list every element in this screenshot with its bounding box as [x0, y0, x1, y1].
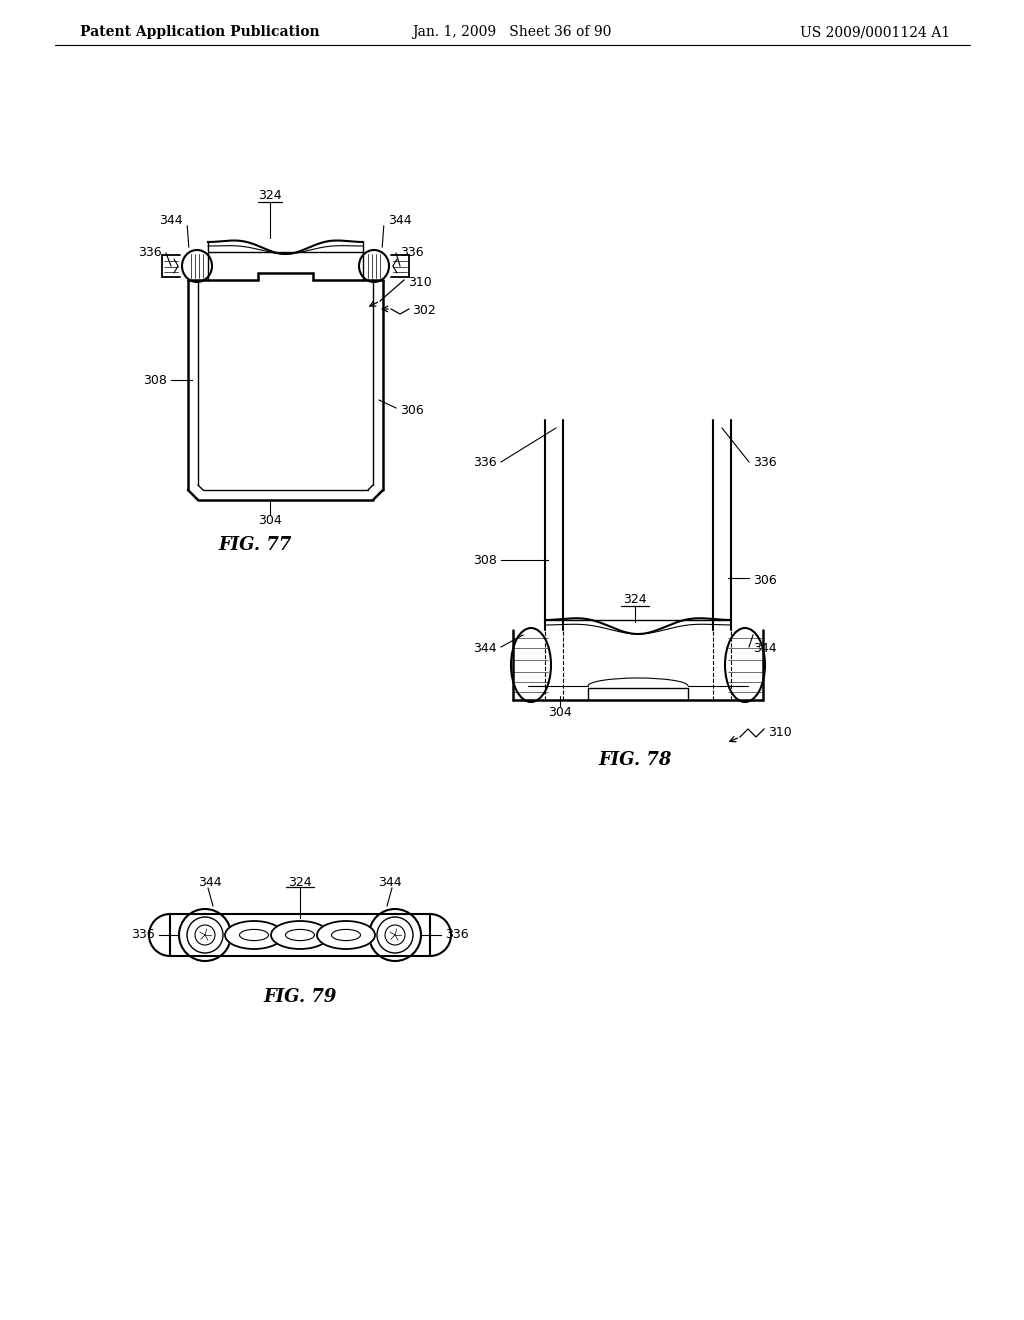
- Text: 344: 344: [473, 642, 497, 655]
- Text: 336: 336: [400, 247, 424, 260]
- Text: 344: 344: [378, 876, 401, 890]
- Text: 336: 336: [445, 928, 469, 941]
- Text: 344: 344: [388, 214, 412, 227]
- Text: 324: 324: [258, 189, 282, 202]
- Ellipse shape: [225, 921, 283, 949]
- Text: 306: 306: [753, 573, 777, 586]
- Text: 344: 344: [753, 642, 776, 655]
- Ellipse shape: [332, 929, 360, 941]
- Text: 304: 304: [548, 705, 571, 718]
- Text: FIG. 79: FIG. 79: [263, 987, 337, 1006]
- Text: 308: 308: [473, 553, 497, 566]
- Text: 336: 336: [753, 457, 776, 470]
- Text: 336: 336: [473, 457, 497, 470]
- Text: 304: 304: [258, 513, 282, 527]
- Text: 302: 302: [412, 304, 436, 317]
- Text: Jan. 1, 2009   Sheet 36 of 90: Jan. 1, 2009 Sheet 36 of 90: [413, 25, 611, 40]
- Text: 324: 324: [624, 593, 647, 606]
- Text: FIG. 77: FIG. 77: [218, 536, 292, 554]
- Text: 308: 308: [143, 374, 167, 387]
- Text: Patent Application Publication: Patent Application Publication: [80, 25, 319, 40]
- Text: 344: 344: [199, 876, 222, 890]
- Ellipse shape: [240, 929, 268, 941]
- Ellipse shape: [317, 921, 375, 949]
- Text: 336: 336: [131, 928, 155, 941]
- Ellipse shape: [271, 921, 329, 949]
- Bar: [170, 913, 430, 956]
- Text: 336: 336: [138, 247, 162, 260]
- Text: 310: 310: [768, 726, 792, 738]
- Text: 306: 306: [400, 404, 424, 417]
- Text: 344: 344: [160, 214, 183, 227]
- Text: FIG. 78: FIG. 78: [598, 751, 672, 770]
- Text: US 2009/0001124 A1: US 2009/0001124 A1: [800, 25, 950, 40]
- Ellipse shape: [286, 929, 314, 941]
- Text: 324: 324: [288, 876, 312, 890]
- Text: 310: 310: [408, 276, 432, 289]
